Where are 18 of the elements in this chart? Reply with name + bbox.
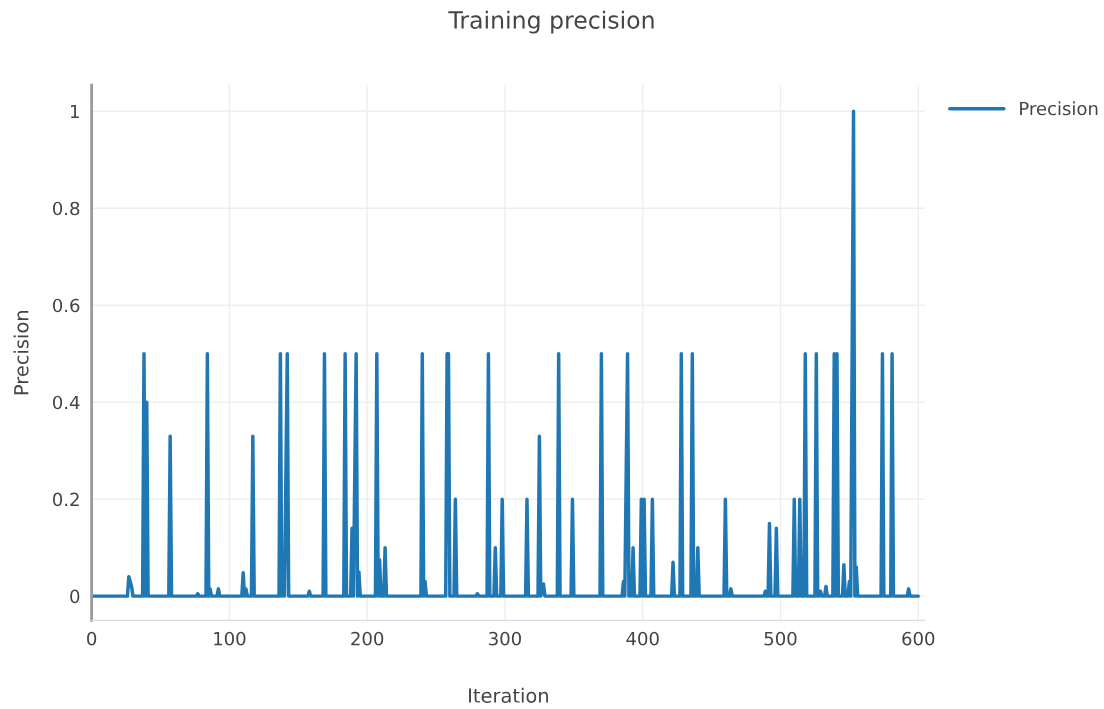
- x-axis-title: Iteration: [469, 687, 548, 703]
- y-tick-label: 1: [71, 104, 79, 119]
- y-tick-label: 0.6: [53, 298, 80, 313]
- x-tick-label: 600: [902, 631, 935, 646]
- x-tick-label: 200: [351, 631, 384, 646]
- x-tick-label: 0: [87, 631, 97, 646]
- x-tick-label: 500: [764, 631, 797, 646]
- y-axis-title: Precision: [13, 311, 29, 395]
- y-tick-label: 0.4: [53, 395, 80, 410]
- y-tick-label: 0.2: [53, 492, 79, 507]
- x-tick-label: 400: [626, 631, 659, 646]
- x-tick-label: 300: [489, 631, 521, 646]
- y-tick-label: 0.8: [53, 201, 80, 216]
- line-series: [91, 109, 920, 598]
- legend-label: Precision: [1020, 101, 1098, 116]
- chart-title: Training precision: [448, 10, 654, 34]
- x-tick-label: 100: [214, 631, 246, 646]
- y-tick-label: 0: [70, 589, 80, 604]
